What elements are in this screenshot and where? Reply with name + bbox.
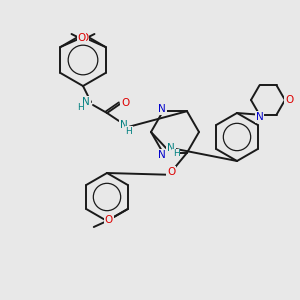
Text: O: O <box>285 95 293 105</box>
Text: N: N <box>158 150 166 160</box>
Text: H: H <box>126 127 132 136</box>
Text: O: O <box>77 33 86 43</box>
Text: N: N <box>82 97 90 107</box>
Text: O: O <box>105 215 113 225</box>
Text: N: N <box>167 143 175 153</box>
Text: N: N <box>158 104 166 114</box>
Text: H: H <box>76 103 83 112</box>
Text: O: O <box>80 33 88 43</box>
Text: N: N <box>120 120 128 130</box>
Text: O: O <box>121 98 129 108</box>
Text: O: O <box>167 167 175 177</box>
Text: H: H <box>172 149 179 158</box>
Text: N: N <box>256 112 263 122</box>
